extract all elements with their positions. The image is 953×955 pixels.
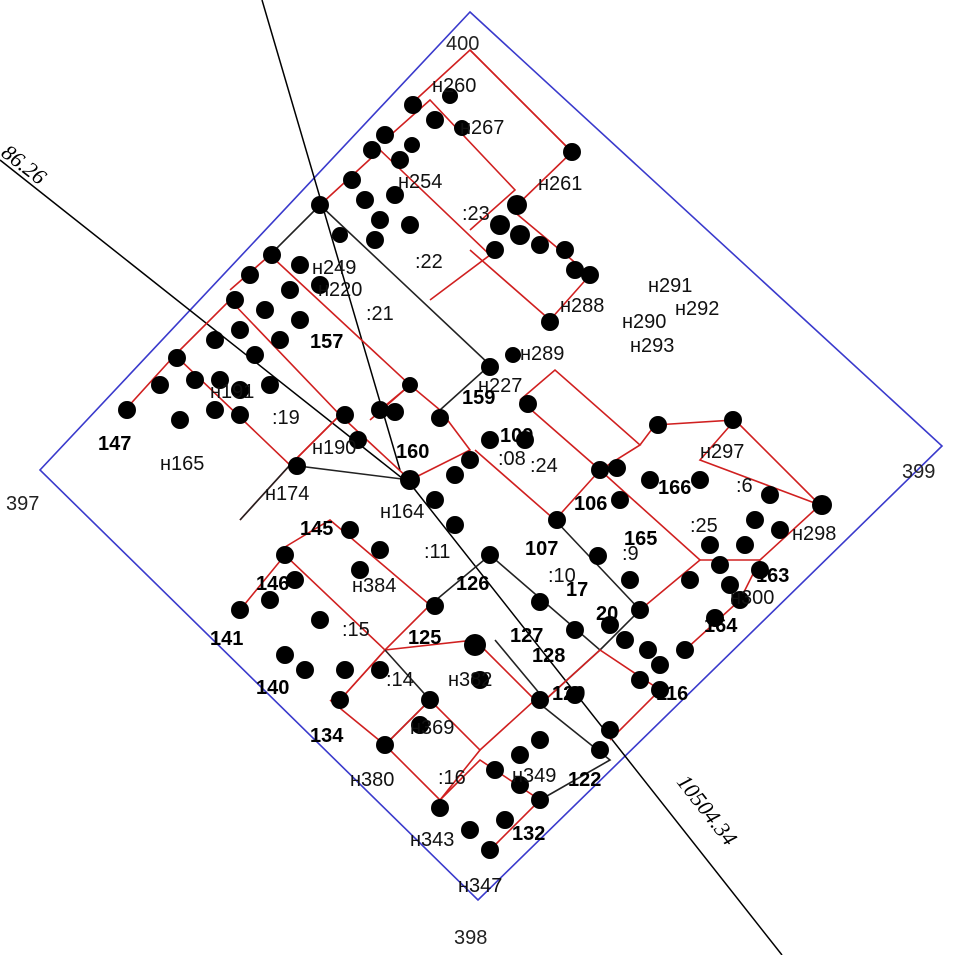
point-label: 122: [568, 769, 601, 791]
point-label: :11: [424, 541, 450, 563]
point-label: :15: [342, 619, 370, 641]
corner-label-398: 398: [454, 927, 487, 949]
point-label: н191: [210, 381, 254, 403]
point-label: н220: [318, 279, 362, 301]
point-label: 141: [210, 628, 243, 650]
corner-label-397: 397: [6, 493, 39, 515]
point-label: :22: [415, 251, 443, 273]
corner-label-400: 400: [446, 33, 479, 55]
corner-label-399: 399: [902, 461, 935, 483]
point-label: н288: [560, 295, 604, 317]
point-label: н384: [352, 575, 396, 597]
point-label: 126: [456, 573, 489, 595]
point-label: н267: [460, 117, 504, 139]
point-label: н349: [512, 765, 556, 787]
point-label: :16: [438, 767, 466, 789]
point-label: 163: [756, 565, 789, 587]
outer-boundary: [38, 10, 944, 902]
point-label: 134: [310, 725, 344, 747]
point-label: н291: [648, 275, 692, 297]
point-label: н261: [538, 173, 582, 195]
point-label: 17: [566, 579, 588, 601]
point-label: :08: [498, 448, 526, 470]
point-label: 132: [512, 823, 545, 845]
point-label: :21: [366, 303, 394, 325]
measure-line-top: [261, 0, 401, 471]
point-label: 127: [510, 625, 543, 647]
point-label: :14: [386, 669, 414, 691]
point-label: 147: [98, 433, 131, 455]
point-label: :24: [530, 455, 558, 477]
point-label: 129: [552, 683, 585, 705]
point-label: 140: [256, 677, 289, 699]
point-label: 165: [624, 528, 657, 550]
point-label: н292: [675, 298, 719, 320]
point-label: 157: [310, 331, 343, 353]
point-label: н254: [398, 171, 442, 193]
point-label: н347: [458, 875, 502, 897]
point-label: 106: [574, 493, 607, 515]
point-label: :9: [622, 543, 639, 565]
point-label: н249: [312, 257, 356, 279]
point-label: 164: [704, 615, 738, 637]
point-label: н190: [312, 437, 356, 459]
point-label: 166: [658, 477, 691, 499]
point-label: 116: [656, 683, 688, 705]
point-labels: н260 н267 н254 н261 :23 :22 н288 н289 н2…: [98, 75, 836, 897]
point-label: 145: [300, 518, 333, 540]
point-label: н227: [478, 375, 522, 397]
survey-points: [118, 88, 832, 859]
point-label: :6: [736, 475, 753, 497]
point-label: н298: [792, 523, 836, 545]
point-label: :19: [272, 407, 300, 429]
point-label: н165: [160, 453, 204, 475]
point-label: н300: [730, 587, 774, 609]
point-label: 125: [408, 627, 441, 649]
point-label: 109: [500, 425, 533, 447]
point-label: н293: [630, 335, 674, 357]
point-label: н290: [622, 311, 666, 333]
point-label: н289: [520, 343, 564, 365]
measure-line-right: [411, 485, 783, 955]
point-label: н380: [350, 769, 394, 791]
point-label: н297: [700, 441, 744, 463]
point-label: :10: [548, 565, 576, 587]
point-label: н174: [265, 483, 309, 505]
point-label: н369: [410, 717, 454, 739]
point-label: 146: [256, 573, 289, 595]
point-label: н343: [410, 829, 454, 851]
point-label: н382: [448, 669, 492, 691]
point-label: н164: [380, 501, 424, 523]
point-label: 20: [596, 603, 618, 625]
point-label: 159: [462, 387, 495, 409]
point-label: 128: [532, 645, 565, 667]
point-label: 107: [525, 538, 558, 560]
point-label: 160: [396, 441, 429, 463]
point-label: н260: [432, 75, 476, 97]
dimension-left: 86.26: [0, 139, 51, 189]
dimension-right: 10504.34: [672, 770, 742, 850]
point-label: :25: [690, 515, 718, 537]
point-label: :23: [462, 203, 490, 225]
